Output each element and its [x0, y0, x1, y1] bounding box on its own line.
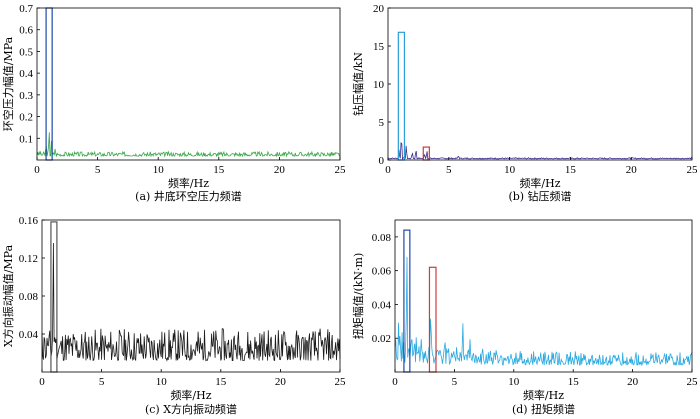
x-tick-label: 20	[274, 164, 286, 176]
y-tick-label: 0.02	[372, 333, 391, 345]
highlight-box-1	[422, 146, 430, 161]
y-tick-label: 0.3	[19, 90, 33, 102]
y-tick-label: 0.1	[19, 133, 33, 145]
y-tick-label: 0.04	[372, 299, 392, 311]
y-tick-label: 0.04	[19, 329, 39, 341]
y-axis-label: X方向振动幅值/MPa	[1, 244, 15, 347]
panel-caption: (a) 井底环空压力频谱	[135, 189, 242, 203]
y-tick-label: 0.06	[372, 266, 392, 278]
x-tick-label: 25	[687, 164, 699, 176]
y-tick-label: 0.08	[19, 291, 39, 303]
y-axis-label: 扭矩幅值/(kN·m)	[351, 253, 365, 340]
panel-b: 0 5 10 15 20 25 0 5 10 15 20 频率/Hz 钻压幅值/kN (b) 钻压频谱	[351, 3, 698, 203]
x-tick-label: 0	[385, 164, 391, 176]
x-tick-label: 10	[508, 376, 520, 388]
y-axis-label: 环空压力幅值/MPa	[1, 36, 15, 131]
panel-caption: (b) 钻压频谱	[508, 189, 571, 203]
x-axis-label: 频率/Hz	[168, 176, 209, 190]
y-tick-label: 0.4	[19, 68, 33, 80]
plot-frame	[394, 219, 693, 373]
x-tick-label: 20	[626, 164, 638, 176]
x-tick-label: 5	[446, 164, 452, 176]
x-tick-label: 10	[504, 164, 516, 176]
y-tick-label: 0	[379, 155, 385, 167]
x-axis-label: 频率/Hz	[170, 388, 211, 402]
highlight-box-0	[397, 31, 406, 161]
y-axis-label: 钻压幅值/kN	[351, 52, 365, 116]
x-tick-label: 5	[452, 376, 458, 388]
x-tick-label: 10	[156, 376, 168, 388]
series-line	[387, 141, 693, 161]
y-tick-label: 15	[373, 41, 385, 53]
plot-frame	[36, 7, 341, 161]
panel-caption: (d) 扭矩频谱	[512, 402, 575, 416]
y-tick-label: 20	[373, 3, 385, 15]
y-tick-label: 0.7	[19, 3, 33, 15]
x-tick-label: 0	[34, 164, 40, 176]
series-line	[394, 256, 693, 367]
x-tick-label: 5	[95, 164, 101, 176]
x-tick-label: 20	[627, 376, 639, 388]
panel-caption: (c) X方向振动频谱	[145, 402, 237, 416]
panel-d: 0 5 10 15 20 25 0.02 0.04 0.06 0.08 频率/Hz 扭矩幅值/(kN·…	[351, 219, 699, 416]
x-tick-label: 15	[568, 376, 580, 388]
x-axis-label: 频率/Hz	[519, 176, 560, 190]
y-tick-label: 10	[373, 79, 385, 91]
y-tick-label: 0.2	[19, 112, 33, 124]
x-axis-label: 频率/Hz	[523, 388, 564, 402]
x-tick-label: 15	[215, 376, 227, 388]
x-tick-label: 25	[335, 164, 347, 176]
x-tick-label: 0	[39, 376, 45, 388]
panel-a: 0 5 10 15 20 25 0.1 0.2 0.3 0.4 0.5 0.6 0.7 频率/Hz 环空压力…	[1, 3, 346, 203]
y-tick-label: 5	[379, 117, 385, 129]
y-tick-label: 0.5	[19, 46, 33, 58]
x-tick-label: 0	[392, 376, 398, 388]
x-tick-label: 10	[153, 164, 165, 176]
x-tick-label: 20	[275, 376, 287, 388]
y-tick-label: 0.6	[19, 25, 33, 37]
series-line	[36, 132, 341, 158]
y-tick-label: 0.16	[19, 215, 39, 227]
y-tick-label: 0.08	[372, 232, 392, 244]
x-tick-label: 15	[565, 164, 577, 176]
y-tick-label: 0.12	[19, 253, 38, 265]
x-tick-label: 25	[687, 376, 699, 388]
panel-c: 0 5 10 15 20 25 0.04 0.08 0.12 0.16 频率/Hz X方向振动幅值/M…	[1, 215, 346, 416]
series-line	[41, 242, 341, 362]
plot-frame	[387, 7, 693, 161]
x-tick-label: 25	[335, 376, 347, 388]
x-tick-label: 15	[213, 164, 225, 176]
x-tick-label: 5	[99, 376, 105, 388]
